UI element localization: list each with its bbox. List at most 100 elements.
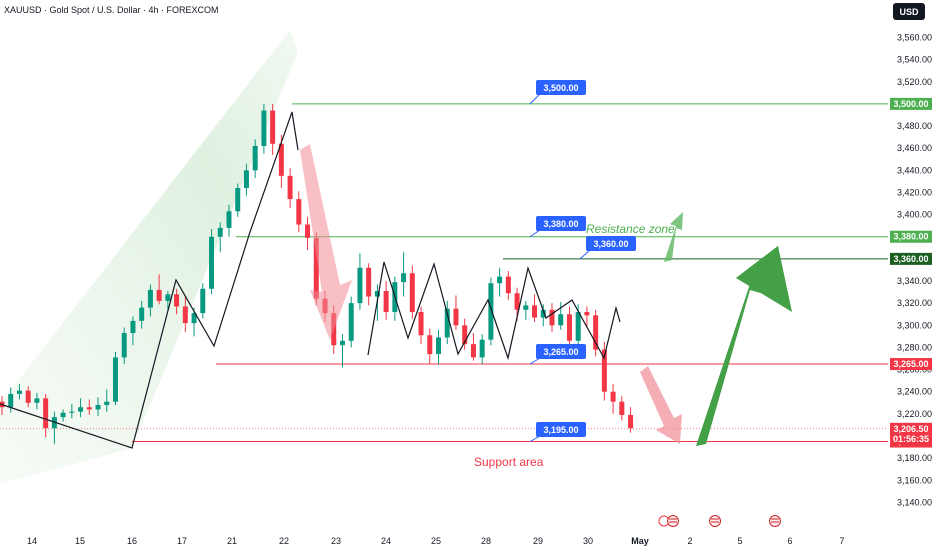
time-tick-label: 29 xyxy=(533,536,543,546)
bullish-arrow-icon xyxy=(664,212,683,262)
currency-button[interactable]: USD xyxy=(893,3,925,20)
candle-body xyxy=(488,283,494,340)
candle xyxy=(8,387,14,413)
candle xyxy=(43,393,49,438)
price-tick-label: 3,560.00 xyxy=(897,32,932,42)
candle-body xyxy=(348,303,354,341)
callout-leader xyxy=(529,357,541,365)
price-callout[interactable]: 3,380.00 xyxy=(529,216,586,238)
candle xyxy=(296,191,302,233)
candle-body xyxy=(305,224,311,238)
candle-body xyxy=(409,273,415,313)
economic-event-icons[interactable] xyxy=(658,515,781,527)
callout-text: 3,380.00 xyxy=(543,219,578,229)
candle xyxy=(104,389,110,412)
price-callout[interactable]: 3,195.00 xyxy=(529,422,586,442)
level-tag-text: 3,265.00 xyxy=(893,359,928,369)
time-tick-label: 30 xyxy=(583,536,593,546)
candle-body xyxy=(78,407,84,412)
candle xyxy=(121,327,127,365)
callout-box xyxy=(536,422,586,437)
price-callout[interactable]: 3,265.00 xyxy=(529,344,586,365)
candle-body xyxy=(575,312,581,341)
time-tick-label: 23 xyxy=(331,536,341,546)
candle xyxy=(69,403,75,419)
candle-body xyxy=(566,314,572,341)
level-tag-box xyxy=(890,230,932,243)
chart-title: XAUUSD · Gold Spot / U.S. Dollar · 4h · … xyxy=(4,5,219,15)
candle xyxy=(209,228,215,295)
time-tick-label: 24 xyxy=(381,536,391,546)
candle xyxy=(601,341,607,401)
candle-body xyxy=(532,305,538,318)
level-tag-text: 3,500.00 xyxy=(893,99,928,109)
candle xyxy=(182,296,188,332)
time-tick-label: 7 xyxy=(839,536,844,546)
countdown-text: 01:56:35 xyxy=(893,434,929,444)
time-tick-label: 6 xyxy=(787,536,792,546)
candle xyxy=(401,252,407,297)
candle xyxy=(16,383,22,400)
candle-body xyxy=(514,293,520,310)
price-tick-label: 3,160.00 xyxy=(897,475,932,485)
candle xyxy=(497,267,503,297)
candle xyxy=(243,163,249,196)
price-tick-label: 3,420.00 xyxy=(897,187,932,197)
price-tick-label: 3,440.00 xyxy=(897,165,932,175)
callout-leader xyxy=(529,229,541,238)
candle-body xyxy=(401,273,407,283)
price-tick-label: 3,220.00 xyxy=(897,409,932,419)
callout-box xyxy=(536,80,586,95)
price-tick-label: 3,240.00 xyxy=(897,387,932,397)
candle-body xyxy=(610,391,616,402)
callout-box xyxy=(536,216,586,231)
candle-body xyxy=(479,339,485,358)
candle-body xyxy=(200,288,206,314)
candle-body xyxy=(366,267,372,297)
candle xyxy=(165,290,171,310)
candle-body xyxy=(209,236,215,289)
candle xyxy=(112,351,118,406)
price-callout[interactable]: 3,360.00 xyxy=(579,236,636,260)
price-tick-label: 3,520.00 xyxy=(897,77,932,87)
candle xyxy=(523,300,529,320)
candle-body xyxy=(86,407,92,410)
price-axis[interactable] xyxy=(888,0,932,550)
candle-body xyxy=(165,294,171,301)
candle-body xyxy=(104,401,110,406)
us-flag-icon[interactable] xyxy=(667,515,679,527)
us-flag-icon[interactable] xyxy=(709,515,721,527)
current-price-text: 3,206.50 xyxy=(893,424,928,434)
support-area-label: Support area xyxy=(474,455,544,469)
candle-body xyxy=(339,340,345,346)
candle-body xyxy=(121,333,127,358)
candle-body xyxy=(523,305,529,310)
candle xyxy=(549,303,555,332)
us-flag-icon[interactable] xyxy=(769,515,781,527)
candle-body xyxy=(43,398,49,429)
candle xyxy=(25,386,31,408)
candle xyxy=(444,300,450,345)
candle xyxy=(252,139,258,179)
price-tick-label: 3,280.00 xyxy=(897,342,932,352)
level-tag-box xyxy=(890,252,932,265)
candle-body xyxy=(278,143,284,176)
candle-body xyxy=(217,227,223,237)
candle xyxy=(261,103,267,154)
price-callout[interactable]: 3,500.00 xyxy=(529,80,586,105)
rising-channel xyxy=(0,30,298,484)
candle xyxy=(584,306,590,328)
candle-body xyxy=(628,414,634,429)
candle-body xyxy=(427,335,433,355)
candle xyxy=(34,392,40,410)
time-axis[interactable] xyxy=(0,530,888,550)
candle xyxy=(619,396,625,421)
time-tick-label: 17 xyxy=(177,536,187,546)
candle-body xyxy=(540,309,546,318)
candle-body xyxy=(156,289,162,301)
bearish-arrow-icon xyxy=(300,144,352,340)
price-tick-label: 3,540.00 xyxy=(897,55,932,65)
zigzag-uptrend xyxy=(0,111,299,449)
